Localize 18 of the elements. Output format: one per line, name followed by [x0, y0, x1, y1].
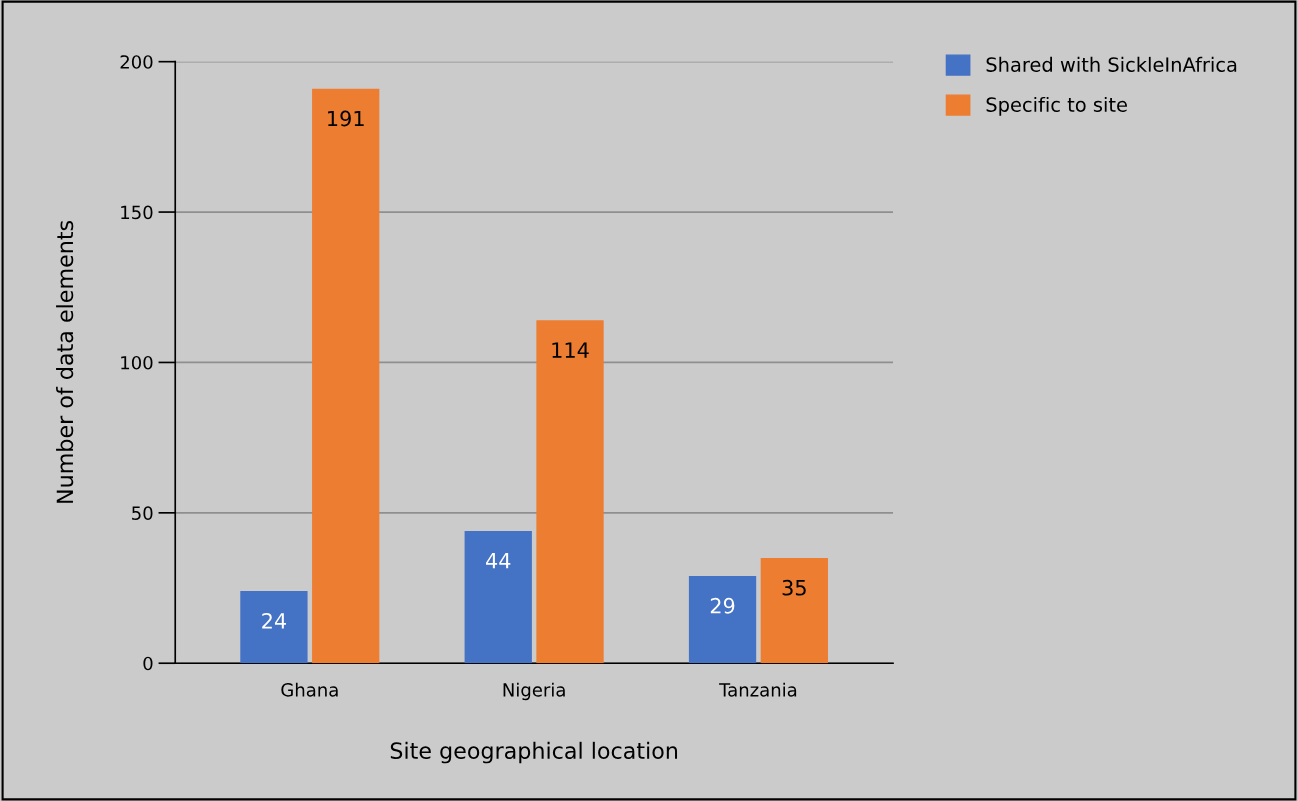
x-tick-label: Tanzania — [719, 682, 797, 697]
y-tick-label: 0 — [143, 656, 153, 671]
x-axis-title: Site geographical location — [390, 741, 678, 764]
data-label: 44 — [486, 553, 511, 569]
y-tick-label: 200 — [120, 55, 153, 69]
legend-label: Specific to site — [986, 96, 1127, 116]
x-tick-label: Ghana — [281, 682, 338, 697]
data-label: 191 — [328, 110, 364, 127]
y-tick-label: 100 — [121, 355, 153, 370]
data-label: 114 — [552, 342, 589, 358]
data-label: 24 — [262, 612, 287, 629]
legend-label: Shared with SickleInAfrica — [986, 56, 1237, 72]
y-tick-label: 150 — [121, 205, 153, 220]
y-axis-title: Number of data elements — [56, 220, 74, 503]
y-tick-label: 50 — [132, 506, 153, 520]
x-tick-label: Nigeria — [503, 682, 565, 701]
data-label: 29 — [710, 597, 735, 614]
data-label: 35 — [782, 579, 806, 596]
